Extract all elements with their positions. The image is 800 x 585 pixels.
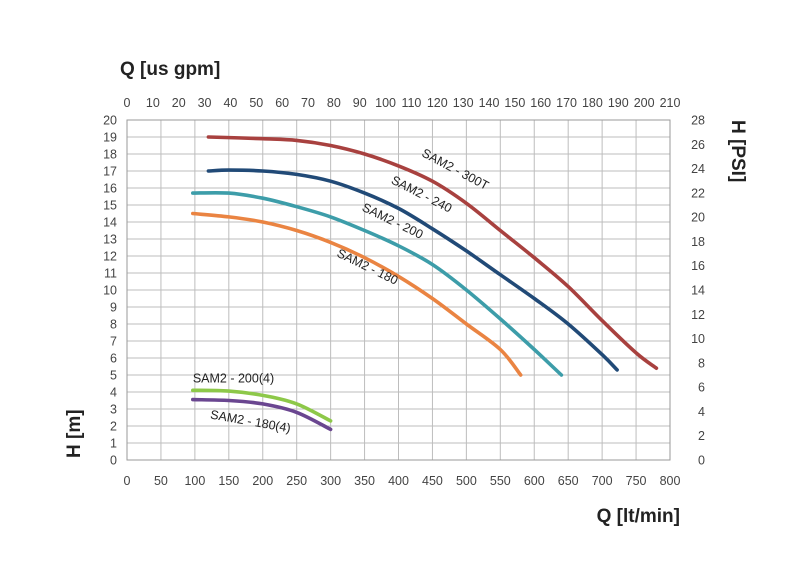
- x-tick-label: 550: [490, 474, 511, 488]
- y-tick-label: 10: [103, 284, 117, 298]
- y-tick-label: 3: [110, 403, 117, 417]
- x-tick-label: 450: [422, 474, 443, 488]
- curve-sam2-240: [206, 168, 619, 372]
- y2-tick-label: 4: [698, 405, 705, 419]
- y-tick-label: 8: [110, 318, 117, 332]
- y-tick-label: 9: [110, 301, 117, 315]
- y-tick-label: 18: [103, 148, 117, 162]
- x2-tick-label: 150: [504, 96, 525, 110]
- x2-tick-label: 110: [401, 96, 421, 110]
- label-sam2-180-4: SAM2 - 180(4): [209, 408, 291, 436]
- x2-tick-label: 140: [479, 96, 500, 110]
- y-tick-label: 12: [103, 250, 117, 264]
- y2-tick-label: 18: [691, 235, 705, 249]
- right-axis-title: H [PSI]: [727, 120, 748, 182]
- x2-tick-label: 190: [608, 96, 629, 110]
- x-tick-label: 650: [558, 474, 579, 488]
- series-curves: [191, 135, 659, 432]
- x-tick-label: 500: [456, 474, 477, 488]
- y-tick-label: 2: [110, 420, 117, 434]
- y-tick-label: 13: [103, 233, 117, 247]
- curve-sam2-180: [191, 211, 523, 377]
- y-tick-label: 4: [110, 386, 117, 400]
- x2-tick-label: 120: [427, 96, 448, 110]
- x2-tick-label: 160: [530, 96, 551, 110]
- y2-tick-label: 10: [691, 332, 705, 346]
- x-tick-label: 0: [124, 474, 131, 488]
- y-tick-label: 20: [103, 114, 117, 128]
- curve-sam2-300t: [206, 135, 659, 370]
- curve-sam2-180-4: [191, 397, 333, 432]
- y-tick-label: 0: [110, 454, 117, 468]
- y2-tick-label: 26: [691, 138, 705, 152]
- x-tick-label: 50: [154, 474, 168, 488]
- x2-tick-label: 80: [327, 96, 341, 110]
- x2-tick-label: 100: [375, 96, 396, 110]
- top-axis-title: Q [us gpm]: [120, 59, 220, 80]
- x-tick-label: 600: [524, 474, 545, 488]
- tick-labels: 0 50 100 150 200 250 300 350 400 450 500 550 600 650 7…: [103, 96, 705, 488]
- y2-tick-label: 24: [691, 162, 705, 176]
- curve-sam2-200: [191, 190, 564, 377]
- y2-tick-label: 8: [698, 356, 705, 370]
- plot-frame: [126, 119, 671, 461]
- y2-tick-label: 6: [698, 381, 705, 395]
- y2-tick-label: 22: [691, 186, 705, 200]
- x2-tick-label: 210: [660, 96, 681, 110]
- x2-tick-label: 130: [453, 96, 474, 110]
- x-tick-label: 800: [660, 474, 681, 488]
- x2-tick-label: 170: [556, 96, 577, 110]
- x2-tick-label: 90: [353, 96, 367, 110]
- y-tick-label: 1: [110, 437, 117, 451]
- label-sam2-180: SAM2 - 180: [335, 246, 401, 288]
- x2-tick-label: 200: [634, 96, 655, 110]
- label-sam2-300t: SAM2 - 300T: [419, 146, 491, 193]
- bottom-axis-title: Q [lt/min]: [597, 506, 680, 527]
- y2-tick-label: 20: [691, 211, 705, 225]
- x-tick-label: 200: [252, 474, 273, 488]
- y-tick-label: 5: [110, 369, 117, 383]
- y-tick-label: 15: [103, 199, 117, 213]
- x-tick-label: 400: [388, 474, 409, 488]
- x2-tick-label: 60: [275, 96, 289, 110]
- x2-tick-label: 0: [124, 96, 131, 110]
- x-tick-label: 250: [286, 474, 307, 488]
- x2-tick-label: 20: [172, 96, 186, 110]
- label-sam2-200-4: SAM2 - 200(4): [193, 372, 274, 386]
- x-tick-label: 350: [354, 474, 375, 488]
- y-tick-label: 17: [103, 165, 117, 179]
- curve-sam2-200-4: [191, 388, 333, 423]
- y2-tick-label: 28: [691, 114, 705, 128]
- x2-tick-label: 10: [146, 96, 160, 110]
- x-tick-label: 150: [218, 474, 239, 488]
- y2-tick-label: 14: [691, 284, 705, 298]
- y2-tick-label: 12: [691, 308, 705, 322]
- x2-tick-label: 40: [223, 96, 237, 110]
- x2-tick-label: 30: [198, 96, 212, 110]
- y2-tick-label: 16: [691, 259, 705, 273]
- y2-tick-label: 2: [698, 429, 705, 443]
- y-tick-label: 11: [104, 267, 117, 281]
- x-tick-label: 700: [592, 474, 613, 488]
- x-tick-label: 750: [626, 474, 647, 488]
- y-tick-label: 16: [103, 182, 117, 196]
- x2-tick-label: 70: [301, 96, 315, 110]
- y-tick-label: 19: [103, 131, 117, 145]
- x-tick-label: 100: [184, 474, 205, 488]
- x-tick-label: 300: [320, 474, 341, 488]
- left-axis-title: H [m]: [64, 409, 85, 458]
- y-tick-label: 7: [110, 335, 117, 349]
- y2-tick-label: 0: [698, 454, 705, 468]
- y-tick-label: 14: [103, 216, 117, 230]
- y-tick-label: 6: [110, 352, 117, 366]
- x2-tick-label: 180: [582, 96, 603, 110]
- x2-tick-label: 50: [249, 96, 263, 110]
